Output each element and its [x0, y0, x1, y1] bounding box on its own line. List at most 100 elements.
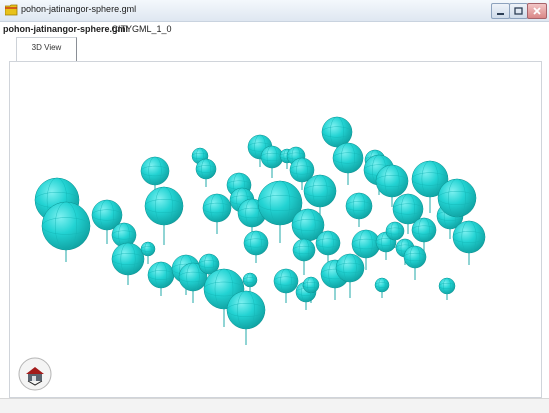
sphere-facet-line [140, 246, 156, 252]
document-file-name: pohon-jatinangor-sphere.gml [3, 24, 128, 34]
sphere-facet-line [384, 164, 400, 198]
status-bar [0, 398, 549, 413]
folder-icon [5, 4, 18, 16]
tree-sphere[interactable] [292, 238, 316, 262]
sphere-facet-line [448, 178, 466, 218]
sphere-facet-line [401, 193, 415, 225]
sphere-facet-line [191, 152, 209, 159]
sphere-facet-line [178, 271, 208, 283]
close-icon [533, 7, 541, 15]
sphere-facet-line [375, 175, 409, 187]
tree-sphere[interactable] [385, 221, 405, 241]
sphere-facet-line [307, 276, 315, 294]
sphere-facet-line [280, 268, 292, 294]
sphere-facet-line [341, 142, 355, 174]
tab-3d-view-label: 3D View [31, 43, 62, 52]
sphere-facet-line [421, 160, 439, 198]
sphere-facet-line [296, 157, 308, 183]
tree-sphere[interactable] [41, 201, 91, 251]
sphere-facet-line [120, 242, 136, 276]
sphere-facet-line [195, 165, 217, 173]
sphere-facet-line [246, 272, 254, 288]
sphere-facet-line [352, 192, 366, 220]
sphere-facet-line [140, 165, 170, 177]
tree-sphere[interactable] [452, 220, 486, 254]
sphere-facet-line [257, 195, 303, 211]
3d-viewport[interactable] [9, 61, 542, 398]
sphere-facet-line [385, 227, 405, 235]
tree-sphere[interactable] [140, 156, 170, 186]
sphere-facet-line [269, 180, 291, 226]
sphere-facet-line [437, 191, 477, 205]
sphere-facet-line [273, 276, 299, 286]
sphere-facet-line [298, 238, 310, 262]
sphere-facet-line [266, 145, 278, 169]
tree-sphere[interactable] [411, 217, 437, 243]
tree-sphere[interactable] [273, 268, 299, 294]
tree-sphere[interactable] [375, 164, 409, 198]
tree-sphere[interactable] [335, 253, 365, 283]
sphere-facet-line [374, 282, 390, 288]
sphere-facet-line [315, 238, 341, 248]
tree-sphere[interactable] [351, 229, 381, 259]
sphere-facet-line [343, 253, 357, 283]
close-button[interactable] [527, 3, 547, 19]
sphere-facet-line [144, 199, 184, 213]
tree-sphere[interactable] [303, 174, 337, 208]
sphere-facet-line [91, 209, 123, 221]
tree-sphere[interactable] [315, 230, 341, 256]
tree-sphere[interactable] [111, 242, 145, 276]
tree-sphere[interactable] [242, 272, 258, 288]
sphere-facet-line [210, 193, 224, 223]
sphere-facet-line [203, 281, 245, 297]
sphere-facet-line [312, 174, 328, 208]
sphere-facet-line [332, 152, 364, 164]
sphere-facet-line [289, 165, 315, 175]
sphere-facet-line [243, 238, 269, 248]
tree-sphere[interactable] [321, 116, 353, 148]
sphere-facet-line [250, 230, 262, 256]
minimize-button[interactable] [491, 3, 510, 19]
maximize-icon [514, 7, 523, 15]
window-title: pohon-jatinangor-sphere.gml [21, 4, 137, 14]
sphere-facet-line [321, 126, 353, 138]
sphere-facet-line [286, 152, 306, 160]
tree-sphere[interactable] [243, 230, 269, 256]
tree-sphere[interactable] [332, 142, 364, 174]
tree-sphere[interactable] [147, 261, 175, 289]
sphere-facet-line [154, 261, 168, 289]
tab-3d-view[interactable]: 3D View [16, 37, 77, 61]
sphere-facet-line [335, 262, 365, 274]
tree-sphere[interactable] [140, 241, 156, 257]
tree-sphere[interactable] [403, 245, 427, 269]
sphere-facet-line [155, 186, 173, 226]
tree-sphere[interactable] [438, 277, 456, 295]
sphere-facet-line [390, 221, 400, 241]
title-bar: pohon-jatinangor-sphere.gml [0, 0, 549, 22]
sphere-facet-line [111, 253, 145, 265]
sphere-facet-line [359, 229, 373, 259]
sphere-facet-line [204, 253, 214, 275]
tree-sphere[interactable] [226, 290, 266, 330]
view-tab-strip: 3D View [0, 37, 549, 61]
tree-sphere[interactable] [144, 186, 184, 226]
tree-sphere[interactable] [345, 192, 373, 220]
sphere-facet-line [291, 219, 325, 231]
sphere-facet-line [144, 241, 152, 257]
tree-sphere[interactable] [437, 178, 477, 218]
sphere-facet-line [254, 134, 266, 160]
tree-sphere-scene[interactable] [10, 62, 541, 397]
tree-sphere[interactable] [374, 277, 390, 293]
sphere-facet-line [111, 230, 137, 240]
document-format: - CITYGML_1_0 [106, 24, 172, 34]
house-navigation-icon [18, 357, 52, 391]
tree-sphere[interactable] [302, 276, 320, 294]
sphere-facet-line [55, 201, 78, 251]
sphere-facet-line [411, 225, 437, 235]
maximize-button[interactable] [509, 3, 528, 19]
tree-sphere[interactable] [202, 193, 232, 223]
tree-sphere[interactable] [260, 145, 284, 169]
sphere-facet-line [226, 303, 266, 317]
tree-sphere[interactable] [195, 158, 217, 180]
navigation-widget[interactable] [18, 357, 52, 391]
